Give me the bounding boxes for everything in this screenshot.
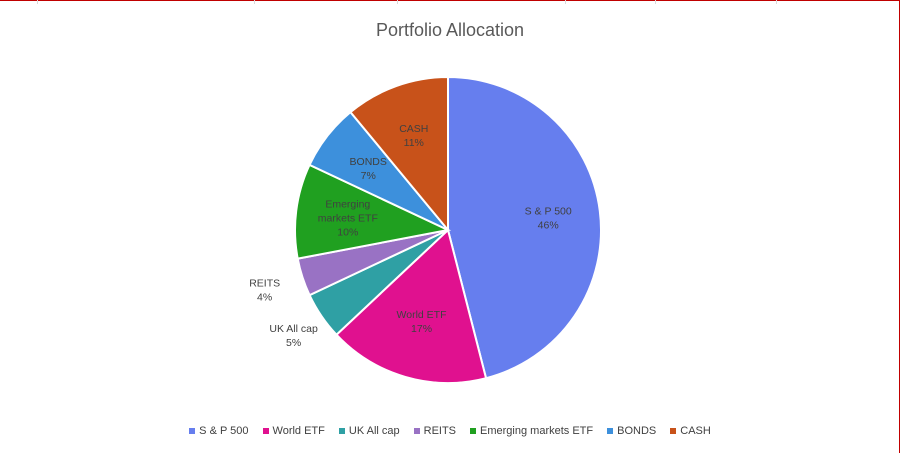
data-label-name-world-etf: World ETF bbox=[397, 309, 447, 321]
worksheet-gridline bbox=[565, 0, 566, 4]
data-label-name-s-p-500: S & P 500 bbox=[525, 205, 572, 217]
pie-slice-s-p-500[interactable] bbox=[447, 75, 602, 380]
legend-label: CASH bbox=[680, 425, 711, 437]
worksheet-gridline bbox=[776, 0, 777, 4]
data-label-name-uk-all-cap: UK All cap bbox=[269, 323, 318, 335]
legend-item-cash[interactable]: CASH bbox=[670, 425, 711, 437]
worksheet-gridline bbox=[397, 0, 398, 4]
data-label-name-emerging-markets-etf: markets ETF bbox=[318, 212, 378, 224]
legend-swatch bbox=[189, 428, 196, 434]
legend-item-uk-all-cap[interactable]: UK All cap bbox=[338, 425, 400, 437]
legend-item-s-p-500[interactable]: S & P 500 bbox=[189, 425, 249, 437]
legend-swatch bbox=[470, 428, 477, 434]
data-label-value-world-etf: 17% bbox=[411, 323, 432, 335]
data-label-name-reits: REITS bbox=[249, 278, 280, 290]
legend-label: UK All cap bbox=[348, 425, 400, 437]
legend-label: BONDS bbox=[617, 425, 657, 437]
legend-label: S & P 500 bbox=[199, 425, 249, 437]
legend-label: Emerging markets ETF bbox=[480, 425, 594, 437]
legend-label: World ETF bbox=[272, 425, 325, 437]
data-label-name-emerging-markets-etf: Emerging bbox=[325, 198, 370, 210]
pie-slice-world-etf[interactable] bbox=[335, 228, 488, 384]
worksheet-gridline bbox=[37, 0, 38, 4]
worksheet-gridline bbox=[254, 0, 255, 4]
data-label-name-bonds: BONDS bbox=[350, 156, 387, 168]
legend-label: REITS bbox=[423, 425, 457, 437]
data-label-name-cash: CASH bbox=[399, 123, 428, 135]
legend-swatch bbox=[607, 428, 614, 434]
legend-item-reits[interactable]: REITS bbox=[413, 425, 457, 437]
legend-swatch bbox=[262, 428, 269, 434]
data-label-value-cash: 11% bbox=[404, 137, 424, 149]
pie-slice-cash[interactable] bbox=[349, 75, 449, 233]
legend-item-emerging-markets-etf[interactable]: Emerging markets ETF bbox=[470, 425, 593, 437]
chart-title: Portfolio Allocation bbox=[375, 20, 525, 40]
legend-swatch bbox=[670, 428, 677, 434]
legend-swatch bbox=[413, 428, 420, 434]
data-label-value-uk-all-cap: 5% bbox=[286, 337, 301, 349]
legend-item-world-etf[interactable]: World ETF bbox=[262, 425, 325, 437]
data-label-value-bonds: 7% bbox=[361, 170, 376, 182]
legend-swatch bbox=[338, 428, 345, 434]
data-label-value-reits: 4% bbox=[257, 292, 272, 304]
pie-slice-emerging-markets-etf[interactable] bbox=[294, 163, 452, 260]
data-label-value-s-p-500: 46% bbox=[538, 219, 559, 231]
chart-legend[interactable]: S & P 500 World ETF UK All cap REITS Emergin… bbox=[0, 425, 900, 437]
data-label-value-emerging-markets-etf: 10% bbox=[337, 226, 358, 238]
worksheet-gridline bbox=[655, 0, 656, 4]
legend-item-bonds[interactable]: BONDS bbox=[607, 425, 656, 437]
